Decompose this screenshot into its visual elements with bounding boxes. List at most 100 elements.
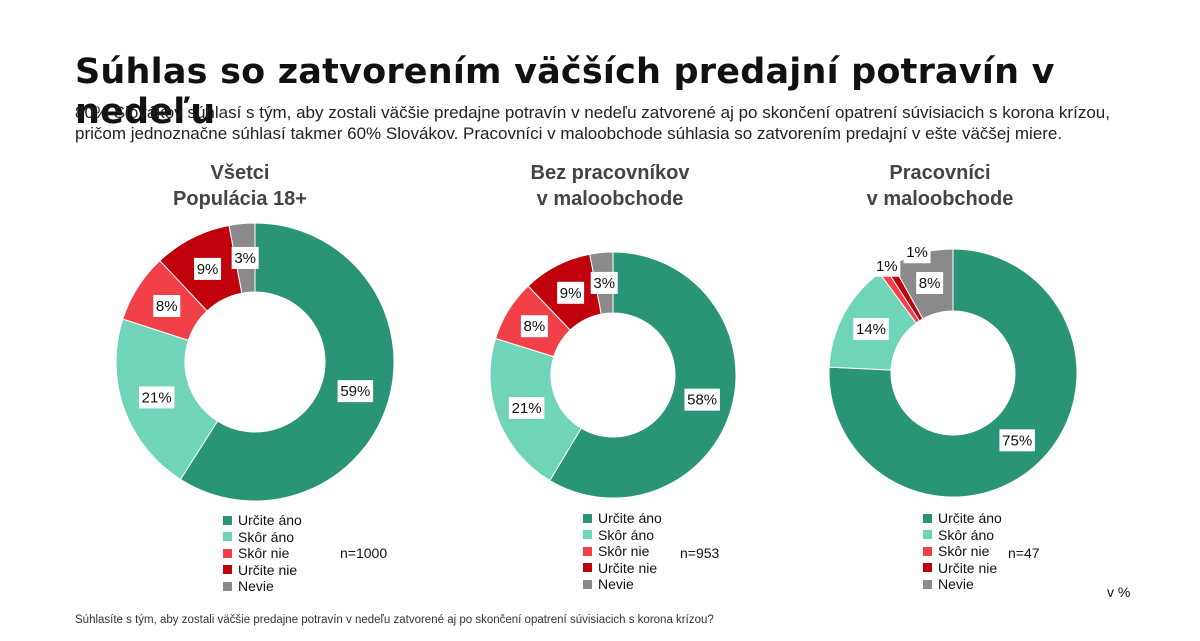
data-label-text: 9%: [197, 261, 219, 278]
chart-title-line-1: Pracovníci: [889, 162, 991, 184]
legend-swatch: [583, 563, 592, 573]
legend-swatch: [583, 579, 592, 589]
data-label-box: [508, 397, 545, 420]
legend-item-urcite-nie: Určite nie: [923, 560, 1002, 577]
legend-swatch: [583, 546, 592, 556]
donut-chart-retail: 75% 14% 1% 1% 8%: [828, 241, 1078, 498]
data-label-box: [138, 386, 175, 409]
data-label-text: 59%: [340, 383, 370, 400]
data-label-text: 75%: [1002, 432, 1032, 449]
data-label-skor-ano: 21%: [508, 397, 545, 420]
legend-label: Určite áno: [598, 510, 662, 526]
sample-size-retail: n=47: [1008, 545, 1040, 561]
legend-item-nevie: Nevie: [583, 576, 662, 593]
chart-title-line-1: Všetci: [210, 162, 270, 184]
data-label-urcite-ano: 59%: [337, 380, 374, 403]
legend-label: Určite áno: [238, 512, 302, 528]
legend-label: Nevie: [938, 576, 974, 592]
data-label-text: 1%: [876, 258, 898, 275]
legend-all: Určite áno Skôr áno Skôr nie Určite nie Nevi…: [223, 512, 302, 595]
data-label-box: [853, 318, 889, 341]
data-label-box: [590, 271, 618, 294]
data-label-nevie: 8%: [916, 271, 944, 294]
data-label-box: [337, 380, 374, 403]
legend-label: Určite nie: [938, 559, 998, 576]
legend-swatch: [223, 548, 232, 558]
legend-item-nevie: Nevie: [923, 576, 1002, 593]
legend-swatch: [583, 530, 592, 540]
chart-title-line-2: v maloobchode: [536, 188, 684, 210]
legend-item-urcite-ano: Určite áno: [223, 512, 302, 529]
slice-urcite-ano: [549, 251, 737, 499]
sample-size-non-retail: n=953: [680, 545, 720, 561]
data-label-nevie: 3%: [231, 246, 259, 269]
data-label-box: [873, 254, 901, 277]
legend-label: Skôr áno: [938, 526, 995, 543]
data-label-text: 8%: [919, 275, 941, 292]
legend-label: Skôr nie: [938, 543, 990, 559]
legend-item-skor-ano: Skôr áno: [923, 527, 1002, 544]
legend-label: Skôr áno: [238, 528, 295, 545]
legend-item-nevie: Nevie: [223, 578, 302, 595]
data-label-skor-ano: 14%: [853, 318, 889, 341]
chart-title-all: Všetci Populácia 18+: [140, 160, 340, 212]
data-label-text: 3%: [234, 250, 256, 267]
data-label-urcite-nie: 9%: [557, 281, 585, 304]
legend-item-urcite-nie: Určite nie: [223, 562, 302, 579]
data-label-urcite-nie: 1%: [903, 241, 931, 264]
legend-label: Skôr áno: [598, 526, 655, 543]
footnote-question: Súhlasíte s tým, aby zostali väčšie pred…: [75, 614, 714, 626]
legend-item-skor-nie: Skôr nie: [583, 543, 662, 560]
legend-swatch: [923, 546, 932, 556]
unit-label: v %: [1107, 584, 1131, 600]
data-label-box: [903, 241, 931, 264]
data-label-box: [999, 429, 1035, 452]
legend-non-retail: Určite áno Skôr áno Skôr nie Určite nie Nevi…: [583, 510, 662, 593]
data-label-text: 14%: [856, 321, 886, 338]
data-label-box: [231, 246, 259, 269]
data-label-skor-nie: 8%: [520, 315, 548, 338]
data-label-box: [557, 281, 585, 304]
legend-swatch: [923, 513, 932, 523]
data-label-urcite-nie: 9%: [194, 257, 222, 280]
data-label-urcite-ano: 75%: [999, 429, 1035, 452]
sample-size-all: n=1000: [340, 545, 388, 561]
data-label-skor-ano: 21%: [138, 386, 175, 409]
data-label-box: [194, 257, 222, 280]
chart-title-non-retail: Bez pracovníkov v maloobchode: [500, 160, 720, 212]
data-label-text: 21%: [512, 400, 542, 417]
legend-item-skor-ano: Skôr áno: [223, 529, 302, 546]
legend-label: Určite nie: [598, 559, 658, 576]
data-label-text: 8%: [156, 298, 178, 315]
page-title: Súhlas so zatvorením väčších predajní po…: [75, 52, 1055, 132]
data-label-box: [520, 315, 548, 338]
data-label-skor-nie: 8%: [153, 295, 181, 318]
data-label-text: 58%: [687, 392, 717, 409]
data-label-box: [916, 271, 944, 294]
donut-chart-non-retail: 58% 21% 8% 9% 3%: [489, 251, 737, 499]
data-label-text: 21%: [142, 389, 172, 406]
legend-swatch: [923, 530, 932, 540]
data-label-box: [153, 295, 181, 318]
data-label-text: 9%: [560, 285, 582, 302]
legend-swatch: [223, 515, 232, 525]
legend-item-urcite-ano: Určite áno: [583, 510, 662, 527]
legend-retail: Určite áno Skôr áno Skôr nie Určite nie Nevi…: [923, 510, 1002, 593]
data-label-nevie: 3%: [590, 271, 618, 294]
chart-title-line-2: v maloobchode: [866, 188, 1014, 210]
legend-swatch: [923, 563, 932, 573]
legend-item-urcite-ano: Určite áno: [923, 510, 1002, 527]
slice-urcite-ano: [179, 222, 395, 502]
legend-item-skor-ano: Skôr áno: [583, 527, 662, 544]
data-label-urcite-ano: 58%: [684, 388, 720, 411]
data-label-skor-nie: 1%: [873, 254, 901, 277]
legend-label: Určite nie: [238, 561, 298, 578]
legend-label: Skôr nie: [238, 545, 290, 561]
data-label-box: [684, 388, 720, 411]
legend-swatch: [223, 565, 232, 575]
data-label-text: 8%: [524, 318, 546, 335]
legend-label: Skôr nie: [598, 543, 650, 559]
chart-title-retail: Pracovníci v maloobchode: [840, 160, 1040, 212]
page-subtitle: 80% Slovákov súhlasí s tým, aby zostali …: [75, 103, 1110, 143]
legend-swatch: [583, 513, 592, 523]
